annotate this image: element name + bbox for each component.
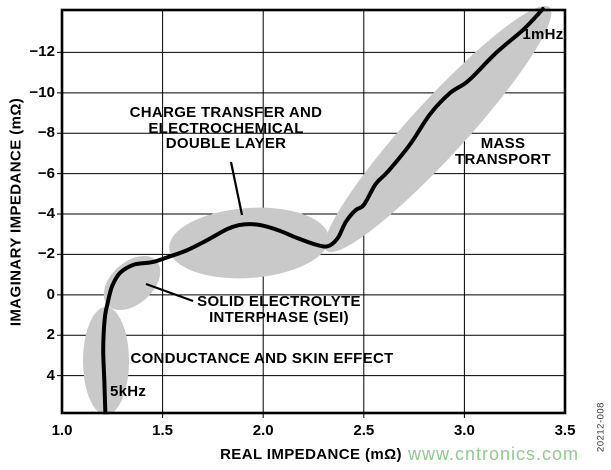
sei-leader (145, 282, 194, 303)
x-tick-label-3.0: 3.0 (453, 422, 475, 439)
y-tick-label-4: 4 (46, 366, 55, 384)
x-tick-label-2.5: 2.5 (353, 422, 375, 439)
frequency-label-5khz: 5kHz (110, 383, 147, 400)
y-tick-label-−6: −6 (37, 164, 55, 182)
x-tick-label-1.5: 1.5 (152, 422, 174, 439)
y-tick-label-−12: −12 (29, 43, 55, 61)
watermark: www.cntronics.com (408, 444, 580, 464)
sei-annotation: SOLID ELECTROLYTE INTERPHASE (SEI) (197, 293, 361, 326)
y-tick-label-0: 0 (46, 285, 55, 303)
x-tick-label-1.0: 1.0 (51, 422, 73, 439)
charge-transfer-leader (229, 161, 244, 216)
mass-transport-annotation: MASS TRANSPORT (454, 135, 552, 168)
y-tick-label-−10: −10 (29, 83, 55, 101)
conductance-ellipse (83, 307, 129, 415)
charge-transfer-ellipse (169, 207, 329, 279)
x-tick-label-3.5: 3.5 (554, 422, 576, 439)
charge-transfer-annotation: CHARGE TRANSFER AND ELECTROCHEMICAL DOUB… (129, 104, 323, 152)
sei-ellipse (103, 255, 161, 311)
mass-transport-ellipse (324, 5, 552, 253)
plot-border (60, 8, 567, 415)
y-tick-label-−8: −8 (37, 124, 55, 142)
y-tick-label-−2: −2 (37, 245, 55, 263)
x-tick-label-2.0: 2.0 (252, 422, 274, 439)
x-axis-label: REAL IMPEDANCE (mΩ) (220, 446, 402, 463)
y-tick-label-2: 2 (46, 326, 55, 344)
y-tick-label-−4: −4 (37, 205, 55, 223)
figure-number: 20212-008 (595, 402, 607, 452)
conductance-annotation: CONDUCTANCE AND SKIN EFFECT (130, 350, 394, 367)
battery-impedance-nyquist-curve (101, 7, 545, 413)
frequency-label-1mhz: 1mHz (522, 26, 564, 43)
